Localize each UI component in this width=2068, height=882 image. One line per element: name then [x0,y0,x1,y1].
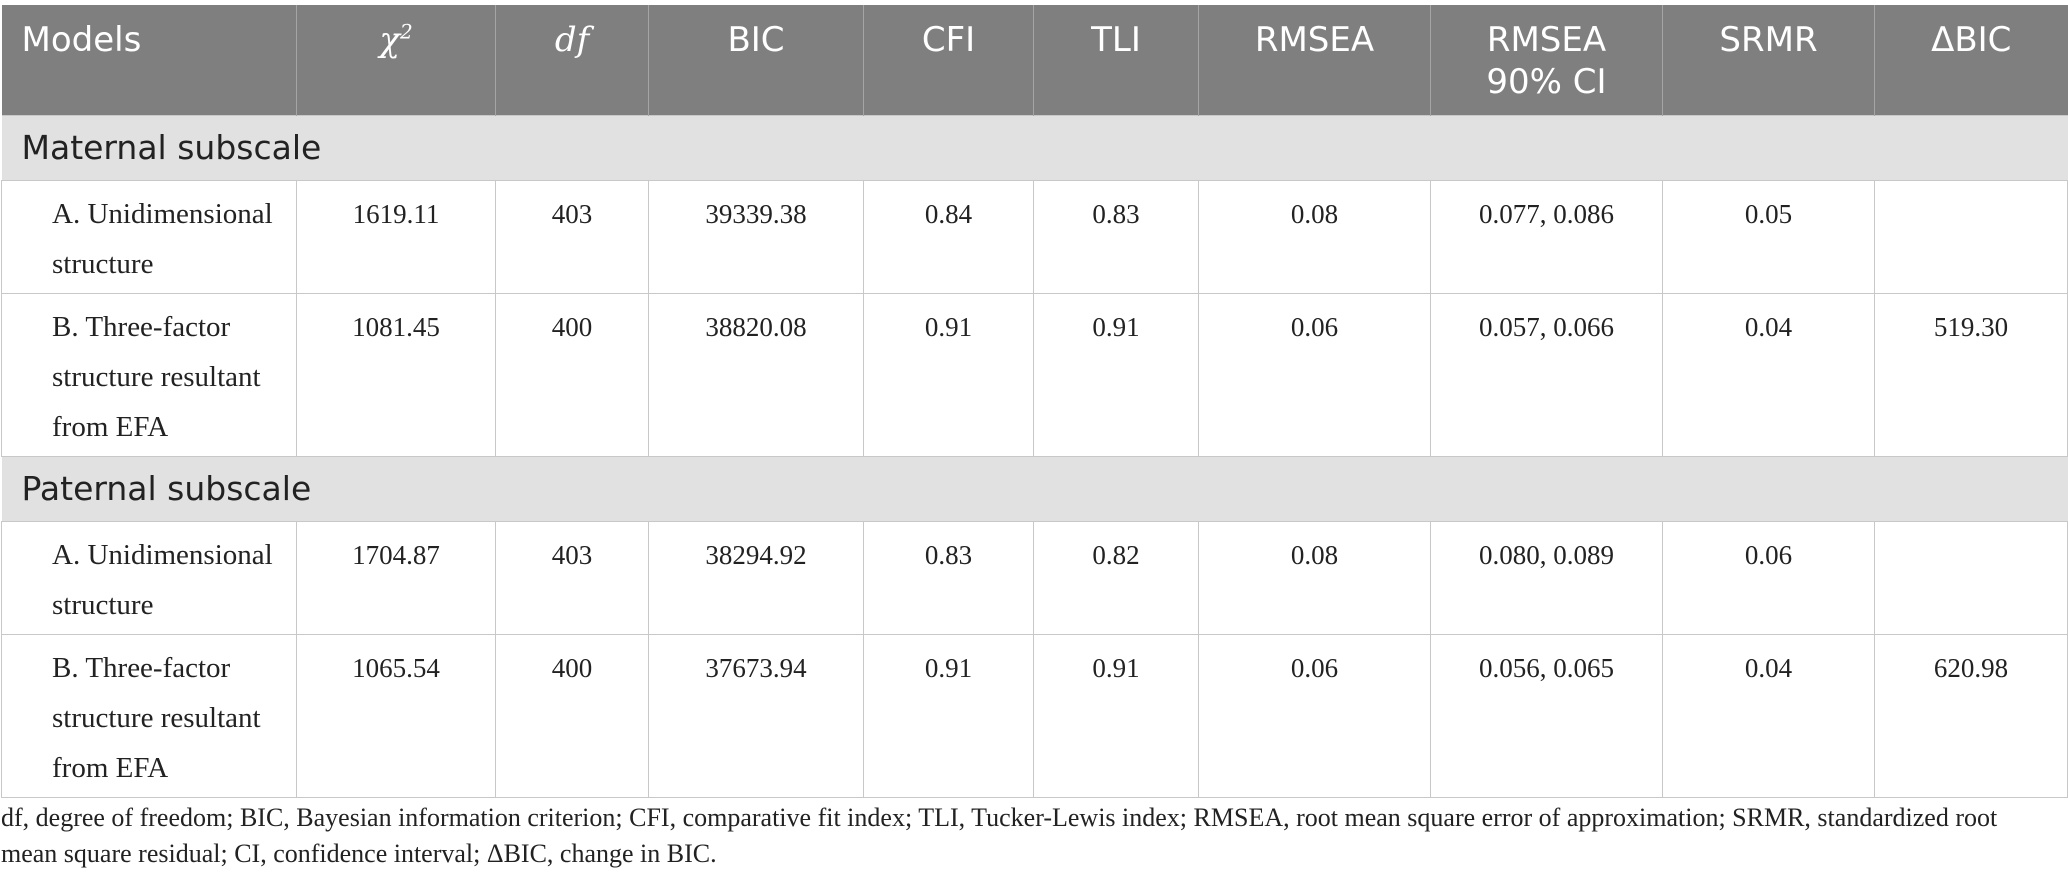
chi2-cell: 1704.87 [296,521,496,635]
model-line: A. Unidimensional [52,538,273,571]
header-rmsea-ci-line1: RMSEA [1486,20,1607,60]
section-row-maternal: Maternal subscale [1,114,2068,181]
table-row: A. Unidimensional structure 1704.87 403 3… [1,521,2068,635]
delta-bic-cell [1874,180,2068,294]
table-footnote: df, degree of freedom; BIC, Bayesian inf… [1,803,1998,868]
header-row: Models χ2 df BIC CFI TLI RMSEA RMSEA 90% … [1,5,2068,115]
table-row: B. Three-factor structure resultant from E… [1,293,2068,457]
model-line: B. Three-factor [52,651,231,684]
df-cell: 403 [495,180,649,294]
rmsea-cell: 0.08 [1198,521,1431,635]
model-line: from EFA [52,410,169,443]
header-rmsea-ci-line2: 90% CI [1486,62,1607,102]
srmr-cell: 0.04 [1662,293,1875,457]
header-df: df [495,5,649,115]
cfi-cell: 0.83 [863,521,1034,635]
cfi-cell: 0.84 [863,180,1034,294]
srmr-cell: 0.05 [1662,180,1875,294]
model-line: structure [52,247,154,280]
table-header: Models χ2 df BIC CFI TLI RMSEA RMSEA 90% … [1,5,2068,115]
chi2-cell: 1081.45 [296,293,496,457]
section-row-paternal: Paternal subscale [1,455,2068,522]
srmr-cell: 0.04 [1662,634,1875,798]
bic-cell: 37673.94 [648,634,864,798]
df-cell: 403 [495,521,649,635]
bic-cell: 38294.92 [648,521,864,635]
header-chi-symbol: χ [379,20,400,60]
model-line: structure resultant [52,701,261,734]
delta-bic-cell: 620.98 [1874,634,2068,798]
delta-bic-cell [1874,521,2068,635]
delta-bic-cell: 519.30 [1874,293,2068,457]
header-srmr: SRMR [1662,5,1875,115]
model-line: from EFA [52,751,169,784]
header-cfi: CFI [863,5,1034,115]
fit-indices-table: Models χ2 df BIC CFI TLI RMSEA RMSEA 90% … [1,5,2068,798]
tli-cell: 0.91 [1033,634,1199,798]
cfi-cell: 0.91 [863,634,1034,798]
model-line: structure [52,588,154,621]
rmsea-ci-cell: 0.080, 0.089 [1430,521,1663,635]
table-row: B. Three-factor structure resultant from E… [1,634,2068,798]
header-models: Models [1,5,297,115]
table-row: A. Unidimensional structure 1619.11 403 3… [1,180,2068,294]
cfi-cell: 0.91 [863,293,1034,457]
header-chi-superscript: 2 [399,19,413,44]
table-body: Maternal subscale A. Unidimensional struc… [1,114,2068,798]
header-chi-square: χ2 [296,5,496,115]
model-cell: B. Three-factor structure resultant from E… [1,293,297,457]
bic-cell: 38820.08 [648,293,864,457]
chi2-cell: 1619.11 [296,180,496,294]
model-cell: A. Unidimensional structure [1,180,297,294]
rmsea-cell: 0.06 [1198,293,1431,457]
tli-cell: 0.83 [1033,180,1199,294]
tli-cell: 0.91 [1033,293,1199,457]
model-cell: B. Three-factor structure resultant from E… [1,634,297,798]
tli-cell: 0.82 [1033,521,1199,635]
header-rmsea: RMSEA [1198,5,1431,115]
section-title: Paternal subscale [1,455,2068,522]
rmsea-ci-cell: 0.077, 0.086 [1430,180,1663,294]
model-cell: A. Unidimensional structure [1,521,297,635]
header-delta-bic: ΔBIC [1874,5,2068,115]
document: Models χ2 df BIC CFI TLI RMSEA RMSEA 90% … [1,5,2068,868]
header-rmsea-ci: RMSEA 90% CI [1430,5,1663,115]
chi2-cell: 1065.54 [296,634,496,798]
model-line: A. Unidimensional [52,197,273,230]
header-tli: TLI [1033,5,1199,115]
bic-cell: 39339.38 [648,180,864,294]
rmsea-cell: 0.08 [1198,180,1431,294]
rmsea-ci-cell: 0.056, 0.065 [1430,634,1663,798]
df-cell: 400 [495,634,649,798]
model-line: structure resultant [52,360,261,393]
section-title: Maternal subscale [1,114,2068,181]
model-line: B. Three-factor [52,310,231,343]
srmr-cell: 0.06 [1662,521,1875,635]
df-cell: 400 [495,293,649,457]
header-bic: BIC [648,5,864,115]
rmsea-cell: 0.06 [1198,634,1431,798]
rmsea-ci-cell: 0.057, 0.066 [1430,293,1663,457]
